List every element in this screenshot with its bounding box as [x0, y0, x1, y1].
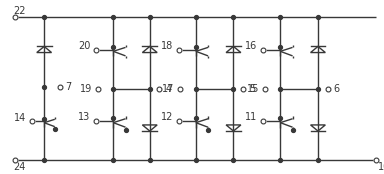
Text: 16: 16 — [245, 41, 258, 51]
Text: 12: 12 — [161, 112, 173, 122]
Text: 6: 6 — [333, 84, 339, 94]
Text: 20: 20 — [78, 41, 91, 51]
Text: 22: 22 — [13, 6, 26, 16]
Text: 5: 5 — [249, 84, 255, 94]
Text: 7: 7 — [65, 82, 71, 92]
Text: 24: 24 — [13, 162, 26, 172]
Text: 10: 10 — [378, 162, 384, 172]
Text: 13: 13 — [78, 112, 91, 122]
Text: 4: 4 — [165, 84, 171, 94]
Text: 19: 19 — [80, 84, 92, 94]
Text: 14: 14 — [14, 113, 26, 123]
Text: 11: 11 — [245, 112, 258, 122]
Text: 17: 17 — [162, 84, 175, 94]
Text: 18: 18 — [161, 41, 173, 51]
Text: 15: 15 — [247, 84, 259, 94]
